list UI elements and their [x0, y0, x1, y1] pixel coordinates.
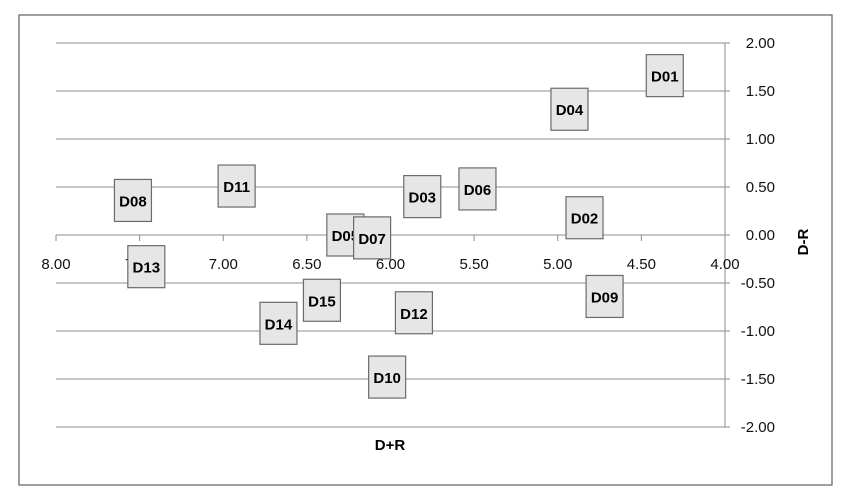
- point-label: D09: [591, 289, 619, 306]
- x-tick-label: 5.50: [460, 256, 489, 273]
- x-tick-label: 5.00: [543, 256, 572, 273]
- x-axis-title: D+R: [375, 437, 406, 454]
- y-tick-label: -0.50: [741, 275, 775, 292]
- x-tick-label: 6.00: [376, 256, 405, 273]
- point-marker: [113, 178, 153, 223]
- point-label: D04: [556, 102, 584, 119]
- x-tick-label: 4.00: [710, 256, 739, 273]
- point-label: D12: [400, 306, 428, 323]
- point-marker: [403, 175, 442, 219]
- point-label: D06: [464, 182, 492, 199]
- point-marker: [585, 274, 624, 319]
- point-marker: [259, 301, 298, 345]
- y-tick-label: 0.50: [746, 179, 775, 196]
- point-marker: [353, 216, 392, 260]
- point-label: D14: [265, 316, 293, 333]
- y-tick-label: 0.00: [746, 227, 775, 244]
- y-tick-label: -1.50: [741, 371, 775, 388]
- x-tick-label: 7.00: [209, 256, 238, 273]
- x-tick-label: 6.50: [292, 256, 321, 273]
- point-marker: [368, 355, 407, 399]
- point-marker: [565, 196, 604, 240]
- point-label: D13: [133, 260, 161, 277]
- y-tick-label: -1.00: [741, 323, 775, 340]
- gridlines: [56, 42, 725, 428]
- x-tick-label: 8.00: [41, 256, 70, 273]
- y-tick-label: 2.00: [746, 35, 775, 52]
- point-marker: [550, 87, 589, 131]
- point-label: D07: [358, 231, 386, 248]
- point-label: D01: [651, 69, 679, 86]
- point-label: D08: [119, 193, 147, 210]
- point-marker: [127, 245, 166, 289]
- point-marker: [645, 54, 684, 98]
- point-label: D15: [308, 293, 336, 310]
- y-tick-label: 1.50: [746, 83, 775, 100]
- y-axis-title: D-R: [795, 229, 812, 256]
- point-label: D02: [571, 211, 599, 228]
- point-label: D05: [332, 228, 360, 245]
- point-marker: [217, 164, 256, 208]
- data-points: D01 D02 D03 D04 D05 D06 D07 D08 D09 D10 D11 D12 D13 D…: [113, 54, 684, 399]
- point-label: D03: [409, 190, 437, 207]
- point-marker: [458, 167, 497, 211]
- y-tick-label: 1.00: [746, 131, 775, 148]
- x-tick-label: 4.50: [627, 256, 656, 273]
- y-tick-label: -2.00: [741, 419, 775, 436]
- point-marker: [394, 291, 434, 335]
- point-label: D10: [373, 370, 401, 387]
- point-label: D11: [223, 179, 250, 196]
- point-marker: [302, 278, 342, 322]
